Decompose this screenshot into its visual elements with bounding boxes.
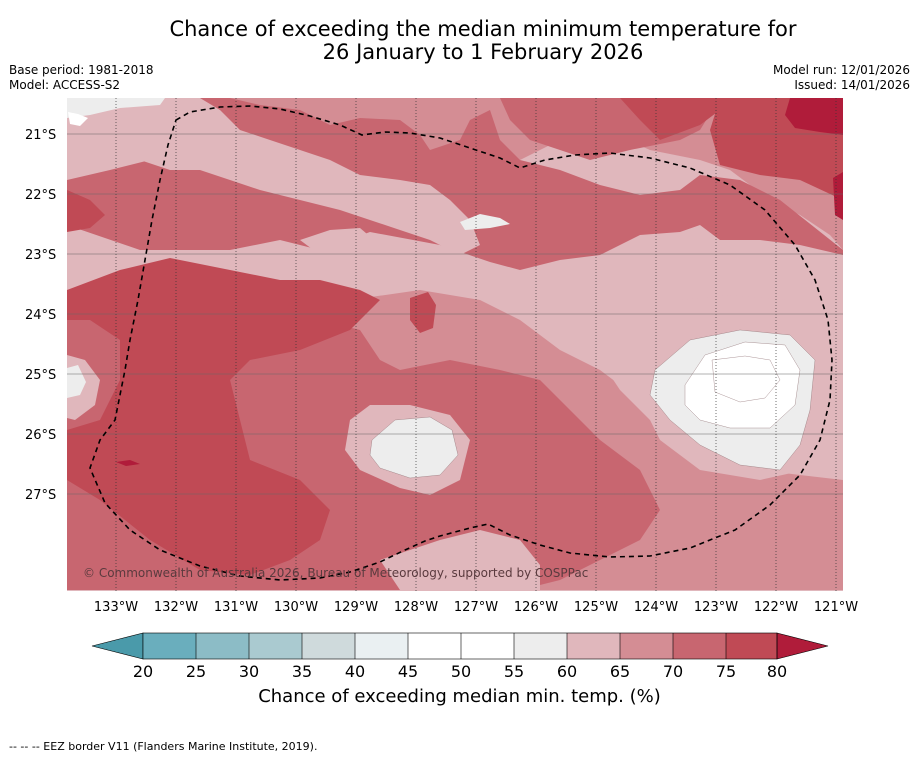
- cb-tick-65: 65: [610, 662, 630, 681]
- colorbar-bin-55-60: [514, 633, 567, 659]
- map-plot-area: © Commonwealth of Australia 2026, Bureau…: [67, 98, 843, 591]
- copyright-notice: © Commonwealth of Australia 2026, Bureau…: [83, 566, 588, 580]
- eez-footnote: -- -- -- EEZ border V11 (Flanders Marine…: [9, 740, 318, 753]
- field-over-80: [785, 98, 843, 135]
- colorbar-bin-75-80: [726, 633, 777, 659]
- colorbar-bin-45-50: [408, 633, 461, 659]
- lon-label-131w: 131°W: [214, 600, 258, 615]
- colorbar-bin-20-25: [143, 633, 196, 659]
- lat-label-27s: 27°S: [25, 488, 56, 503]
- colorbar-bin-40-45: [355, 633, 408, 659]
- lat-label-22s: 22°S: [25, 188, 56, 203]
- cb-tick-40: 40: [345, 662, 365, 681]
- issued-date: Issued: 14/01/2026: [794, 78, 910, 92]
- colorbar-label: Chance of exceeding median min. temp. (%…: [258, 686, 661, 707]
- lat-label-21s: 21°S: [25, 128, 56, 143]
- lon-label-130w: 130°W: [274, 600, 318, 615]
- colorbar-outline: [142, 632, 778, 660]
- lat-labels: 21°S 22°S 23°S 24°S 25°S 26°S 27°S: [25, 128, 56, 503]
- field-70-75-east: [540, 460, 630, 512]
- lon-label-129w: 129°W: [334, 600, 378, 615]
- lon-label-126w: 126°W: [514, 600, 558, 615]
- cb-tick-25: 25: [186, 662, 206, 681]
- contour-lines: [369, 329, 816, 479]
- field-75-80-small: [120, 325, 138, 355]
- colorbar-bin-35-40: [302, 633, 355, 659]
- cb-tick-30: 30: [239, 662, 259, 681]
- colorbar-bin-25-30: [196, 633, 249, 659]
- meta-left: Base period: 1981-2018 Model: ACCESS-S2: [9, 63, 154, 93]
- title-line-2: 26 January to 1 February 2026: [322, 40, 644, 64]
- field-55-60-north: [460, 214, 510, 230]
- cb-tick-80: 80: [767, 662, 787, 681]
- cb-tick-75: 75: [716, 662, 736, 681]
- cb-tick-55: 55: [504, 662, 524, 681]
- cb-tick-70: 70: [663, 662, 683, 681]
- colorbar-over-arrow: [776, 632, 829, 660]
- lat-label-23s: 23°S: [25, 248, 56, 263]
- lon-labels: 133°W 132°W 131°W 130°W 129°W 128°W 127°…: [94, 600, 858, 615]
- title-line-1: Chance of exceeding the median minimum t…: [169, 17, 797, 41]
- field-55-60-west: [67, 365, 86, 398]
- lon-label-127w: 127°W: [454, 600, 498, 615]
- colorbar-bin-50-55: [461, 633, 514, 659]
- field-45-55-spot: [68, 112, 88, 126]
- field-over-80-speck: [116, 460, 140, 466]
- lon-label-132w: 132°W: [154, 600, 198, 615]
- field-75-80-left-edge: [67, 190, 105, 232]
- field-60-65-sc: [380, 530, 540, 590]
- colorbar: 20 25 30 35 40 45 50 55 60 65 70 75 80: [91, 632, 829, 681]
- cb-tick-45: 45: [398, 662, 418, 681]
- field-75-80-spot: [410, 292, 436, 333]
- field-75-80-west: [67, 258, 380, 575]
- model-run: Model run: 12/01/2026: [772, 63, 910, 77]
- chart-title: Chance of exceeding the median minimum t…: [0, 18, 919, 64]
- lon-label-122w: 122°W: [754, 600, 798, 615]
- field-60-65-nc: [300, 228, 380, 255]
- lat-label-25s: 25°S: [25, 368, 56, 383]
- colorbar-under-arrow: [91, 632, 144, 660]
- cb-tick-20: 20: [133, 662, 153, 681]
- lon-label-133w: 133°W: [94, 600, 138, 615]
- cb-tick-50: 50: [451, 662, 471, 681]
- lat-label-26s: 26°S: [25, 428, 56, 443]
- lon-label-123w: 123°W: [694, 600, 738, 615]
- field-55-60-center: [370, 417, 458, 478]
- cb-tick-35: 35: [292, 662, 312, 681]
- colorbar-bin-70-75: [673, 633, 726, 659]
- colorbar-separators: [195, 633, 727, 659]
- field-over-80-east: [833, 172, 843, 220]
- field-45-55-core: [685, 342, 800, 428]
- base-period: Base period: 1981-2018: [9, 63, 154, 77]
- cb-tick-60: 60: [557, 662, 577, 681]
- colorbar-bin-65-70: [620, 633, 673, 659]
- colorbar-bin-60-65: [567, 633, 620, 659]
- model-name: Model: ACCESS-S2: [9, 78, 121, 92]
- lon-label-128w: 128°W: [394, 600, 438, 615]
- lat-label-24s: 24°S: [25, 308, 56, 323]
- lon-label-125w: 125°W: [574, 600, 618, 615]
- meridians: [115, 98, 837, 591]
- colorbar-ticks: 20 25 30 35 40 45 50 55 60 65 70 75 80: [133, 662, 787, 681]
- lon-label-121w: 121°W: [814, 600, 858, 615]
- parallels: [67, 133, 843, 495]
- meta-right: Model run: 12/01/2026 Issued: 14/01/2026: [773, 63, 910, 93]
- field-75-80-north: [620, 98, 730, 140]
- lon-label-124w: 124°W: [634, 600, 678, 615]
- colorbar-bin-30-35: [249, 633, 302, 659]
